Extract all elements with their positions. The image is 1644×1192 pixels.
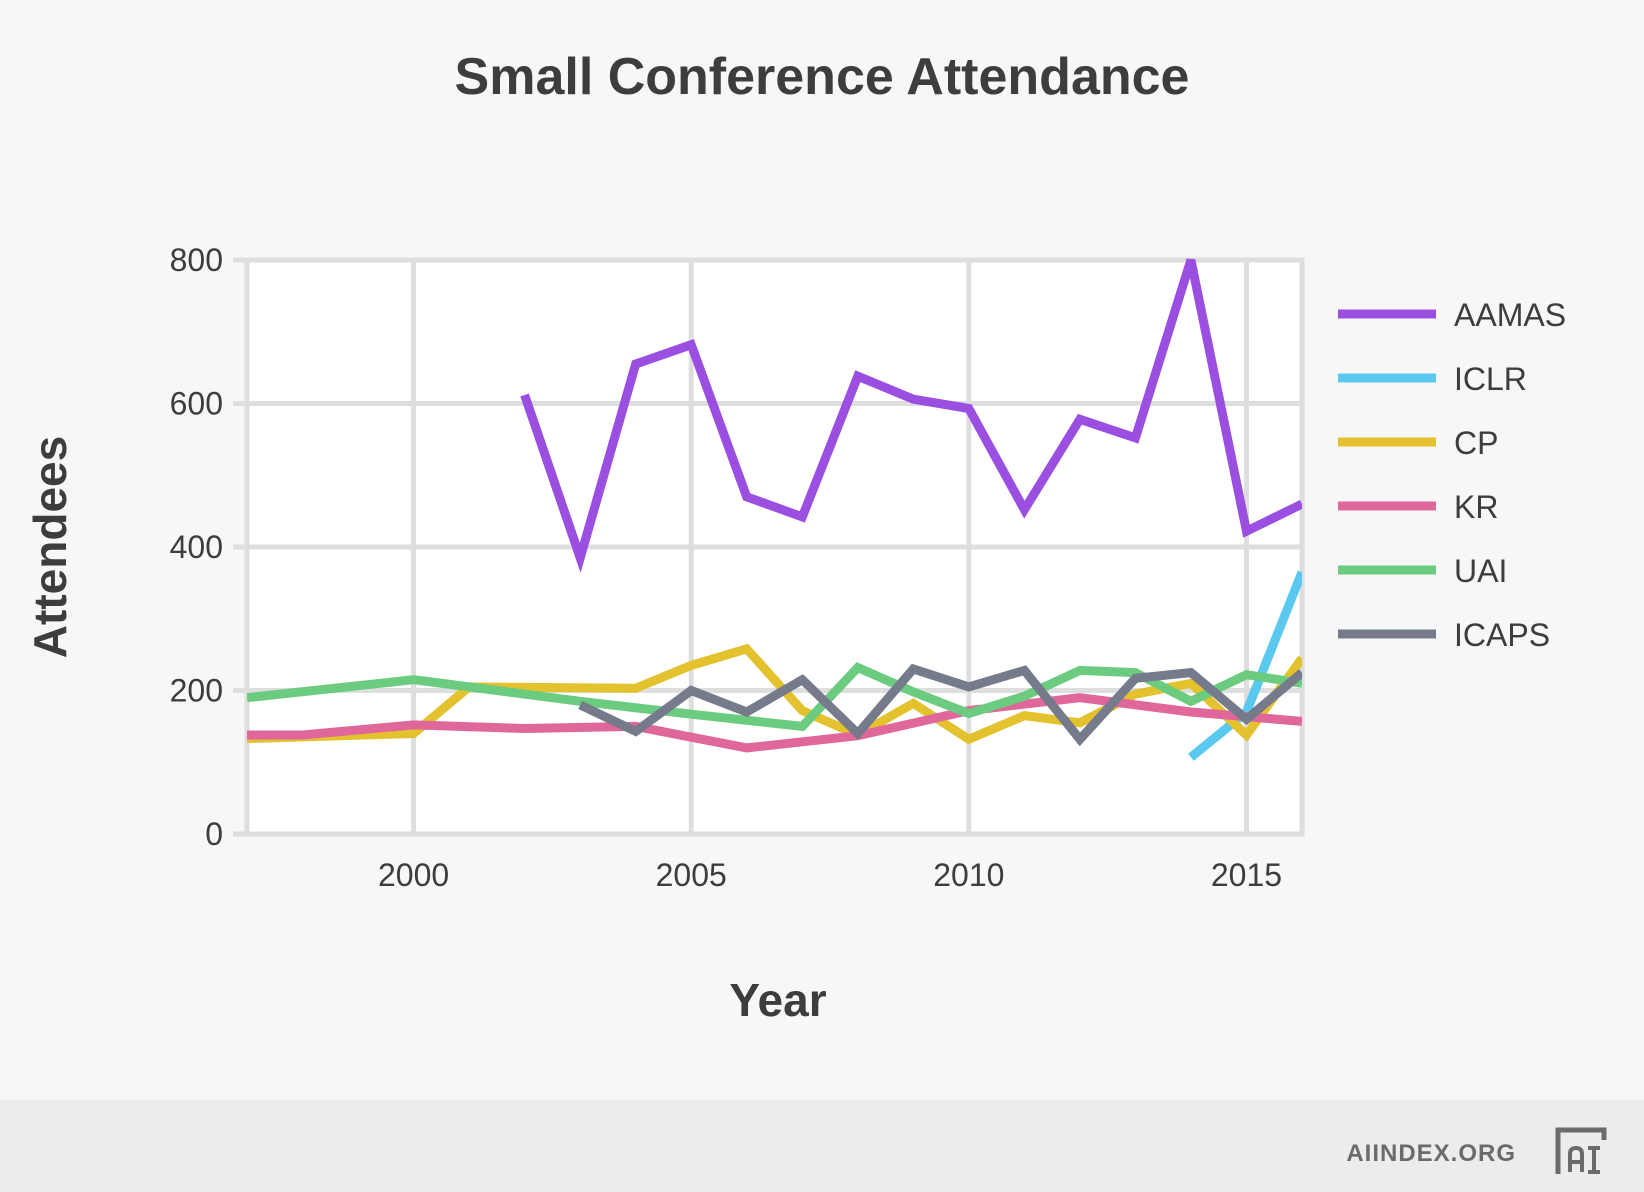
legend-item-uai: UAI [1338, 553, 1507, 589]
y-axis-title: Attendees [24, 436, 76, 658]
x-tick-label: 2015 [1211, 857, 1282, 893]
series-line-aamas [520, 258, 1302, 573]
legend-label-icaps: ICAPS [1454, 617, 1550, 653]
y-tick-label: 600 [170, 386, 223, 422]
plot-area: 0 200 400 600 800 2000 2005 2010 2015 [170, 242, 1305, 893]
x-tick-label: 2005 [656, 857, 727, 893]
legend-label-uai: UAI [1454, 553, 1507, 589]
legend-item-aamas: AAMAS [1338, 297, 1566, 333]
series-lines [247, 258, 1302, 761]
legend-item-cp: CP [1338, 425, 1498, 461]
y-tick-label: 800 [170, 242, 223, 278]
legend-item-kr: KR [1338, 489, 1498, 525]
x-tick-label: 2010 [933, 857, 1004, 893]
y-tick-label: 0 [205, 816, 223, 852]
legend-label-cp: CP [1454, 425, 1498, 461]
legend-item-iclr: ICLR [1338, 361, 1527, 397]
legend-label-iclr: ICLR [1454, 361, 1527, 397]
x-tick-label: 2000 [378, 857, 449, 893]
legend: AAMAS ICLR CP KR UAI ICAPS [1338, 297, 1566, 653]
aiindex-logo-icon [1555, 1127, 1607, 1174]
legend-label-aamas: AAMAS [1454, 297, 1566, 333]
legend-item-icaps: ICAPS [1338, 617, 1550, 653]
line-chart: Small Conference Attendance 0 200 400 600 80… [24, 48, 1566, 1026]
y-tick-label: 400 [170, 529, 223, 565]
y-tick-label: 200 [170, 673, 223, 709]
legend-label-kr: KR [1454, 489, 1498, 525]
series-line-icaps [578, 663, 1302, 747]
chart-title: Small Conference Attendance [455, 48, 1190, 106]
footer-bar: AIINDEX.ORG [0, 1100, 1644, 1192]
x-axis-title: Year [729, 974, 826, 1026]
footer-brand[interactable]: AIINDEX.ORG [1346, 1140, 1516, 1167]
series-line-iclr [1188, 570, 1302, 761]
series-line-uai [247, 662, 1302, 732]
